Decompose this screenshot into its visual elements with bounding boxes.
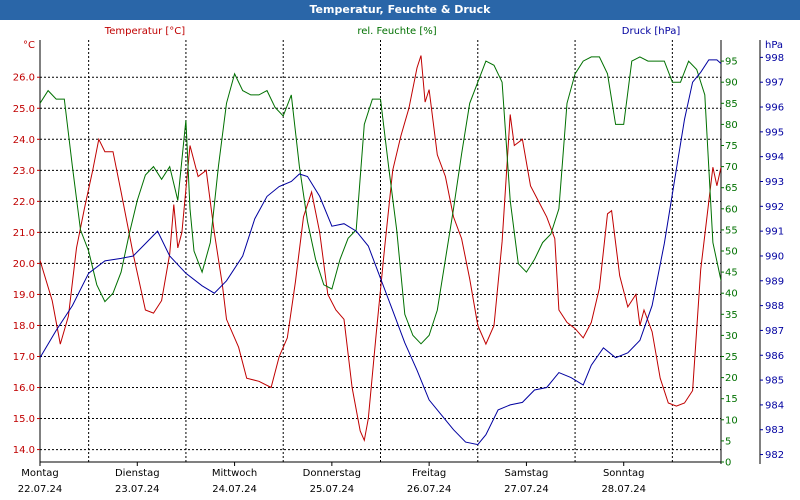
temperature-tick-label: 26.0 — [13, 73, 35, 84]
humidity-tick-label: 75 — [725, 141, 738, 152]
humidity-tick-label: 10 — [725, 415, 738, 426]
pressure-series-line — [40, 59, 721, 446]
humidity-tick-label: 85 — [725, 99, 738, 110]
day-label-weekday: Donnerstag — [303, 468, 361, 479]
day-label-weekday: Freitag — [412, 468, 446, 479]
humidity-tick-label: 65 — [725, 183, 738, 194]
day-label-date: 24.07.24 — [212, 484, 257, 495]
humidity-tick-label: 45 — [725, 268, 738, 279]
pressure-tick-label: 993 — [765, 177, 784, 188]
humidity-axis-title: rel. Feuchte [%] — [357, 26, 436, 37]
pressure-tick-label: 998 — [765, 53, 784, 64]
temperature-tick-label: 22.0 — [13, 197, 35, 208]
pressure-tick-label: 983 — [765, 425, 784, 436]
day-label-weekday: Sonntag — [603, 468, 645, 479]
pressure-tick-label: 995 — [765, 127, 784, 138]
temperature-axis-title: Temperatur [°C] — [104, 26, 185, 37]
pressure-tick-label: 987 — [765, 326, 784, 337]
temperature-tick-label: 15.0 — [13, 414, 35, 425]
humidity-series-line — [40, 56, 721, 345]
pressure-tick-label: 991 — [765, 227, 784, 238]
day-label-weekday: Mittwoch — [212, 468, 257, 479]
humidity-tick-label: 15 — [725, 394, 738, 405]
pressure-tick-label: 997 — [765, 78, 784, 89]
temperature-tick-label: 16.0 — [13, 383, 35, 394]
window-title: Temperatur, Feuchte & Druck — [0, 0, 800, 20]
day-label-weekday: Dienstag — [115, 468, 160, 479]
temperature-tick-label: 23.0 — [13, 166, 35, 177]
pressure-tick-label: 984 — [765, 400, 784, 411]
humidity-tick-label: 20 — [725, 373, 738, 384]
humidity-tick-label: 95 — [725, 57, 738, 68]
pressure-tick-label: 990 — [765, 251, 784, 262]
temperature-tick-label: 18.0 — [13, 321, 35, 332]
humidity-tick-label: 90 — [725, 78, 738, 89]
pressure-axis-title: Druck [hPa] — [622, 26, 681, 37]
day-label-date: 23.07.24 — [115, 484, 160, 495]
day-label-date: 26.07.24 — [407, 484, 452, 495]
day-label-date: 27.07.24 — [504, 484, 549, 495]
pressure-tick-label: 985 — [765, 376, 784, 387]
pressure-tick-label: 986 — [765, 351, 784, 362]
humidity-tick-label: 55 — [725, 225, 738, 236]
humidity-tick-label: 25 — [725, 352, 738, 363]
pressure-tick-label: 992 — [765, 202, 784, 213]
temperature-series-line — [40, 55, 721, 442]
humidity-tick-label: 60 — [725, 204, 738, 215]
humidity-tick-label: 5 — [725, 436, 731, 447]
temperature-tick-label: 14.0 — [13, 445, 35, 456]
humidity-tick-label: 70 — [725, 162, 738, 173]
day-label-weekday: Samstag — [505, 468, 549, 479]
day-label-weekday: Montag — [21, 468, 58, 479]
day-label-date: 28.07.24 — [601, 484, 646, 495]
day-label-date: 25.07.24 — [310, 484, 355, 495]
humidity-tick-label: 30 — [725, 331, 738, 342]
temperature-tick-label: 25.0 — [13, 104, 35, 115]
temperature-tick-label: 17.0 — [13, 352, 35, 363]
pressure-tick-label: 982 — [765, 450, 784, 461]
humidity-tick-label: 50 — [725, 247, 738, 258]
pressure-tick-label: 988 — [765, 301, 784, 312]
temperature-tick-label: 20.0 — [13, 259, 35, 270]
pressure-tick-label: 994 — [765, 152, 784, 163]
pressure-tick-label: 996 — [765, 103, 784, 114]
temperature-tick-label: 21.0 — [13, 228, 35, 239]
temperature-unit-label: °C — [23, 40, 35, 51]
humidity-tick-label: 0 — [725, 458, 731, 469]
humidity-tick-label: 80 — [725, 120, 738, 131]
humidity-tick-label: 40 — [725, 289, 738, 300]
pressure-unit-label: hPa — [765, 40, 783, 51]
temperature-tick-label: 19.0 — [13, 290, 35, 301]
day-label-date: 22.07.24 — [18, 484, 63, 495]
pressure-tick-label: 989 — [765, 276, 784, 287]
temperature-tick-label: 24.0 — [13, 135, 35, 146]
humidity-tick-label: 35 — [725, 310, 738, 321]
